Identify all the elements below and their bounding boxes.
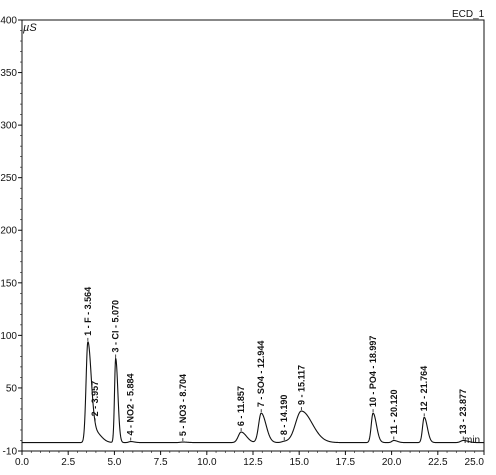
peak-label: 12 - 21.764 [419, 366, 429, 412]
peak-label: 5 - NO3 - 8.704 [178, 374, 188, 436]
x-axis-unit-label: min [464, 435, 480, 446]
x-tick-label: 7.5 [154, 457, 168, 468]
x-tick-label: 20.0 [382, 457, 402, 468]
y-axis-unit-label: µS [23, 22, 37, 34]
peak-label: 9 - 15.117 [296, 365, 306, 405]
peak-label: 8 - 14.190 [279, 395, 289, 436]
peak-label: 1 - F - 3.564 [83, 287, 93, 336]
y-tick-label: 250 [0, 173, 17, 184]
y-tick-label: 200 [0, 226, 17, 237]
axes: 0.0 2.5 5.0 7.5 10.0 12.5 15.0 17.5 20.0 22.5 25.0… [0, 16, 485, 468]
peak-label: 10 - PO4 - 18.997 [368, 336, 378, 408]
x-tick-label: 0.0 [15, 457, 29, 468]
y-tick-label: 100 [0, 331, 17, 342]
x-tick-label: 10.0 [197, 457, 217, 468]
peak-label: 3 - Cl - 5.070 [111, 300, 121, 353]
y-tick-label: 400 [0, 16, 17, 27]
x-tick-label: 15.0 [289, 457, 309, 468]
chromatogram-trace [22, 341, 484, 444]
y-tick-label: 350 [0, 68, 17, 79]
y-tick-label: 50 [6, 383, 18, 394]
peak-label: 13 - 23.877 [458, 389, 468, 435]
x-tick-label: 2.5 [61, 457, 75, 468]
x-tick-label: 17.5 [336, 457, 356, 468]
y-tick-label: 300 [0, 121, 17, 132]
peak-label: 4 - NO2 - 5.884 [126, 374, 136, 436]
x-tick-label: 12.5 [243, 457, 263, 468]
x-tick-label: 5.0 [107, 457, 121, 468]
y-tick-label: -10 [3, 447, 18, 458]
trace-name: ECD_1 [452, 9, 485, 20]
peak-label: 2 - 3.957 [90, 381, 100, 417]
x-tick-label: 22.5 [428, 457, 448, 468]
peak-label: 6 - 11.857 [236, 386, 246, 426]
y-tick-label: 150 [0, 278, 17, 289]
peak-label: 7 - SO4 - 12.944 [256, 341, 266, 408]
x-tick-label: 25.0 [465, 457, 485, 468]
peak-labels: 1 - F - 3.564 2 - 3.957 3 - Cl - 5.070 4 - … [83, 287, 468, 442]
peak-label: 11 - 20.120 [389, 389, 399, 434]
